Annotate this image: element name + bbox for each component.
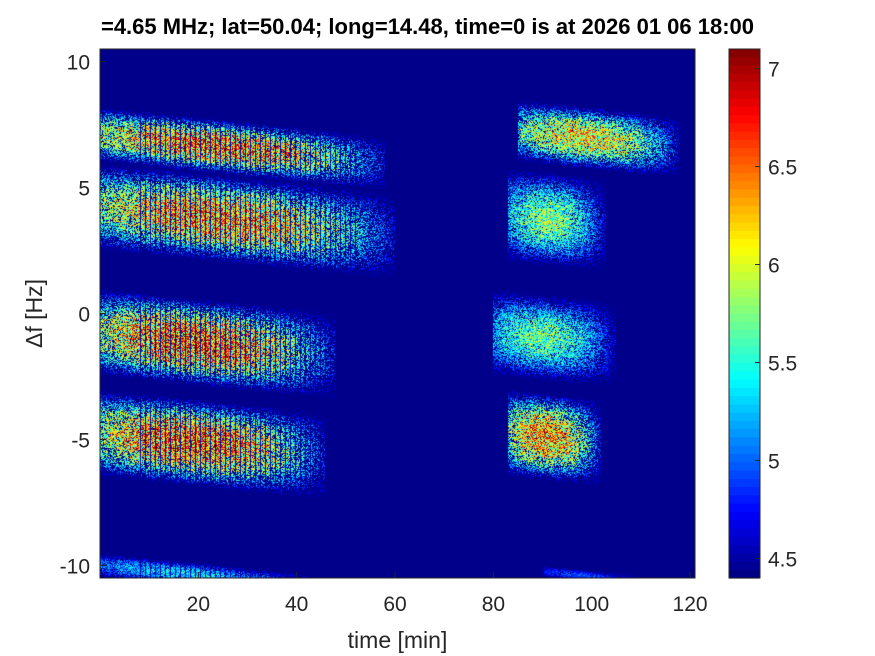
- colorbar-segment: [729, 330, 760, 339]
- colorbar-segment: [729, 206, 760, 215]
- colorbar-segment: [729, 156, 760, 166]
- colorbar-segment: [729, 263, 760, 273]
- colorbar-segment: [729, 239, 760, 248]
- colorbar-segment: [729, 214, 760, 224]
- colorbar-segment: [729, 280, 760, 290]
- x-tick-label: 100: [574, 593, 609, 616]
- colorbar-segment: [729, 503, 760, 513]
- colorbar-segment: [729, 544, 760, 554]
- y-tick-label: 0: [78, 304, 90, 327]
- colorbar-segment: [729, 553, 760, 563]
- colorbar-segment: [729, 49, 760, 58]
- colorbar-segment: [729, 495, 760, 505]
- chart-title: =4.65 MHz; lat=50.04; long=14.48, time=0…: [100, 14, 755, 39]
- colorbar-segment: [729, 272, 760, 282]
- colorbar-segment: [729, 487, 760, 496]
- colorbar-segment: [729, 82, 760, 91]
- colorbar-segment: [729, 139, 760, 149]
- x-axis-label: time [min]: [348, 627, 448, 653]
- colorbar-segment: [729, 65, 760, 75]
- colorbar-segment: [729, 288, 760, 298]
- y-tick-label: -5: [71, 429, 90, 452]
- colorbar-segment: [729, 197, 760, 207]
- y-tick-label: -10: [60, 555, 90, 578]
- colorbar-segment: [729, 73, 760, 83]
- colorbar-segment: [729, 354, 760, 364]
- x-tick-label: 20: [187, 593, 210, 616]
- colorbar-segment: [729, 462, 760, 472]
- colorbar-segment: [729, 478, 760, 488]
- colorbar-segment: [729, 98, 760, 108]
- colorbar-segment: [729, 338, 760, 348]
- colorbar-segment: [729, 57, 760, 67]
- colorbar-segment: [729, 181, 760, 191]
- colorbar-segment: [729, 189, 760, 199]
- colorbar-frame: [728, 48, 761, 579]
- colorbar-segment: [729, 230, 760, 240]
- x-tick-label: 120: [673, 593, 708, 616]
- colorbar-segment: [729, 561, 760, 571]
- colorbar-segment: [729, 305, 760, 315]
- colorbar-segment: [729, 123, 760, 133]
- colorbar-segment: [729, 346, 760, 356]
- x-tick-label: 40: [285, 593, 308, 616]
- colorbar-segment: [729, 164, 760, 174]
- colorbar-segment: [729, 470, 760, 480]
- colorbar-segment: [729, 536, 760, 546]
- colorbar-segment: [729, 511, 760, 521]
- colorbar-segment: [729, 363, 760, 372]
- colorbar-segment: [729, 313, 760, 323]
- colorbar-tick-label: 6.5: [768, 157, 797, 180]
- colorbar-segment: [729, 296, 760, 306]
- x-axis: 20 40 60 80 100 120: [187, 572, 708, 616]
- colorbar-segment: [729, 387, 760, 397]
- colorbar-segment: [729, 520, 760, 530]
- colorbar-tick-label: 5: [768, 450, 780, 473]
- colorbar-segment: [729, 255, 760, 265]
- colorbar-segment: [729, 429, 760, 439]
- heatmap-canvas: [100, 49, 695, 578]
- colorbar-tick-label: 7: [768, 59, 780, 82]
- colorbar-segment: [729, 148, 760, 158]
- colorbar-segment: [729, 90, 760, 100]
- colorbar-segment: [729, 437, 760, 447]
- colorbar-tick-label: 5.5: [768, 352, 797, 375]
- colorbar-segment: [729, 247, 760, 257]
- colorbar-segment: [729, 115, 760, 124]
- colorbar-segment: [729, 445, 760, 455]
- colorbar-segment: [729, 569, 760, 579]
- heatmap-image: [100, 49, 695, 578]
- colorbar-tick-label: 6: [768, 255, 780, 278]
- y-tick-label: 10: [67, 52, 90, 75]
- colorbar-segment: [729, 528, 760, 538]
- colorbar-segment: [729, 131, 760, 141]
- x-tick-label: 60: [383, 593, 406, 616]
- colorbar-segment: [729, 222, 760, 232]
- colorbar: 4.5 5 5.5 6 6.5 7: [728, 48, 797, 579]
- plot-area: [99, 48, 696, 579]
- colorbar-segment: [729, 172, 760, 182]
- colorbar-segment: [729, 379, 760, 389]
- colorbar-segment: [729, 396, 760, 406]
- colorbar-segment: [729, 404, 760, 414]
- colorbar-segment: [729, 106, 760, 116]
- y-axis: -10 -5 0 5 10: [60, 52, 106, 578]
- y-axis-label: Δf [Hz]: [21, 279, 47, 348]
- colorbar-segment: [729, 412, 760, 422]
- colorbar-segment: [729, 321, 760, 331]
- colorbar-segment: [729, 420, 760, 430]
- y-tick-label: 5: [78, 178, 90, 201]
- colorbar-segment: [729, 454, 760, 463]
- colorbar-segment: [729, 371, 760, 381]
- colorbar-tick-label: 4.5: [768, 548, 797, 571]
- x-tick-label: 80: [482, 593, 505, 616]
